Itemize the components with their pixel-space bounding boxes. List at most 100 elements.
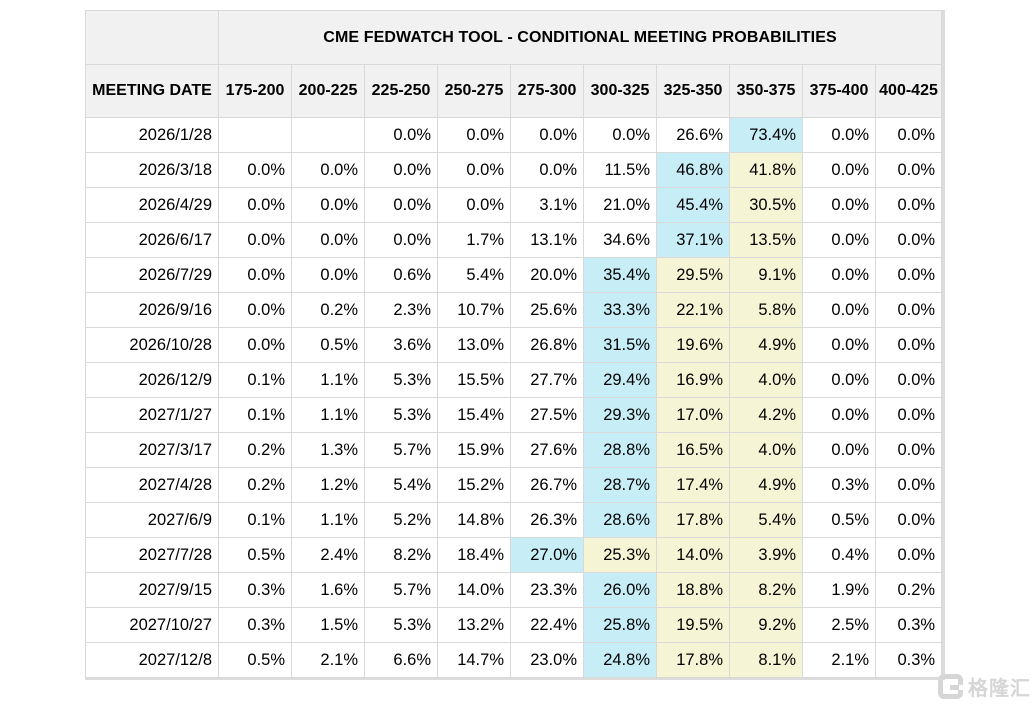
meeting-date-cell: 2027/6/9 [85,502,219,538]
col-header-rate-range: 250-275 [437,64,511,118]
meeting-date-cell: 2026/12/9 [85,362,219,398]
probability-cell: 20.0% [510,257,584,293]
probability-cell: 16.9% [656,362,730,398]
probability-cell: 5.3% [364,362,438,398]
meeting-date-cell: 2026/3/18 [85,152,219,188]
corner-cell [85,10,219,65]
table-row: 2026/12/9 0.1% 1.1% 5.3% 15.5% 27.7% 29.4% 16.9… [85,362,943,398]
probability-cell: 0.3% [218,572,292,608]
probability-cell: 4.9% [729,327,803,363]
probability-cell: 2.1% [291,642,365,678]
probability-cell: 0.0% [364,117,438,153]
probability-cell: 23.0% [510,642,584,678]
probability-cell: 0.0% [802,292,876,328]
probability-cell: 0.6% [364,257,438,293]
probability-cell: 0.0% [364,152,438,188]
probability-cell: 0.2% [291,292,365,328]
probability-cell: 26.8% [510,327,584,363]
probability-cell: 15.2% [437,467,511,503]
probability-cell: 2.3% [364,292,438,328]
table-row: 2026/6/17 0.0% 0.0% 0.0% 1.7% 13.1% 34.6% 37.1%… [85,222,943,258]
column-header-row: MEETING DATE 175-200 200-225 225-250 250-275… [85,64,943,118]
probability-cell: 1.1% [291,362,365,398]
probability-cell: 0.0% [802,152,876,188]
probability-cell: 0.3% [802,467,876,503]
probability-cell: 0.0% [802,117,876,153]
meeting-date-cell: 2026/7/29 [85,257,219,293]
probability-cell: 0.0% [218,222,292,258]
probability-cell: 4.2% [729,397,803,433]
probability-cell: 4.0% [729,432,803,468]
probability-cell: 17.8% [656,502,730,538]
probability-cell: 17.0% [656,397,730,433]
table-row: 2027/1/27 0.1% 1.1% 5.3% 15.4% 27.5% 29.3% 17.0… [85,397,943,433]
col-header-rate-range: 300-325 [583,64,657,118]
col-header-rate-range: 400-425 [874,64,943,118]
probability-cell: 0.0% [874,292,943,328]
probability-cell: 0.0% [874,257,943,293]
probability-cell: 5.7% [364,432,438,468]
probability-cell: 0.0% [874,327,943,363]
gelonghui-logo-icon [938,674,964,699]
probability-cell: 15.9% [437,432,511,468]
probability-cell: 0.0% [437,117,511,153]
table-row: 2027/3/17 0.2% 1.3% 5.7% 15.9% 27.6% 28.8% 16.5… [85,432,943,468]
probability-cell: 0.5% [291,327,365,363]
probability-cell: 0.0% [874,117,943,153]
probability-cell: 8.2% [364,537,438,573]
probability-cell: 0.0% [437,187,511,223]
probability-cell: 0.5% [802,502,876,538]
probability-cell: 26.0% [583,572,657,608]
meeting-date-cell: 2027/12/8 [85,642,219,678]
probability-cell: 5.4% [729,502,803,538]
table-row: 2027/9/15 0.3% 1.6% 5.7% 14.0% 23.3% 26.0% 18.8… [85,572,943,608]
probability-cell: 21.0% [583,187,657,223]
probability-cell: 0.0% [802,187,876,223]
probability-cell: 3.6% [364,327,438,363]
table-row: 2027/7/28 0.5% 2.4% 8.2% 18.4% 27.0% 25.3% 14.0… [85,537,943,573]
probability-cell: 28.8% [583,432,657,468]
probability-cell: 4.0% [729,362,803,398]
probability-cell: 0.0% [802,397,876,433]
probability-cell: 0.0% [802,257,876,293]
probability-cell: 19.5% [656,607,730,643]
probability-cell: 8.1% [729,642,803,678]
probability-cell: 0.0% [802,362,876,398]
probability-cell: 18.8% [656,572,730,608]
probability-cell: 1.6% [291,572,365,608]
probability-cell: 13.5% [729,222,803,258]
probability-cell: 1.3% [291,432,365,468]
probability-cell: 27.6% [510,432,584,468]
probability-cell: 8.2% [729,572,803,608]
probability-cell: 0.0% [218,152,292,188]
probability-cell: 9.1% [729,257,803,293]
col-header-meeting-date: MEETING DATE [85,64,219,118]
probability-cell: 1.9% [802,572,876,608]
fedwatch-table-container: CME FEDWATCH TOOL - CONDITIONAL MEETING … [85,10,946,680]
probability-cell: 45.4% [656,187,730,223]
probability-cell: 27.7% [510,362,584,398]
probability-cell: 0.0% [364,222,438,258]
probability-cell: 13.0% [437,327,511,363]
probability-cell: 3.1% [510,187,584,223]
probability-cell: 0.2% [218,432,292,468]
meeting-date-cell: 2027/3/17 [85,432,219,468]
probability-cell: 0.0% [437,152,511,188]
probability-cell: 35.4% [583,257,657,293]
probability-cell: 25.6% [510,292,584,328]
probability-cell: 73.4% [729,117,803,153]
table-row: 2026/9/16 0.0% 0.2% 2.3% 10.7% 25.6% 33.3% 22.1… [85,292,943,328]
table-row: 2027/6/9 0.1% 1.1% 5.2% 14.8% 26.3% 28.6% 17.8%… [85,502,943,538]
probability-cell: 3.9% [729,537,803,573]
probability-cell: 5.3% [364,397,438,433]
table-row: 2026/10/28 0.0% 0.5% 3.6% 13.0% 26.8% 31.5% 19.… [85,327,943,363]
col-header-rate-range: 200-225 [291,64,365,118]
watermark-text: 格隆汇 [968,678,1031,700]
probability-cell: 28.6% [583,502,657,538]
probability-cell: 0.0% [874,502,943,538]
meeting-date-cell: 2026/1/28 [85,117,219,153]
probability-cell: 5.4% [364,467,438,503]
meeting-date-cell: 2027/1/27 [85,397,219,433]
probability-cell: 1.2% [291,467,365,503]
probability-cell: 25.3% [583,537,657,573]
